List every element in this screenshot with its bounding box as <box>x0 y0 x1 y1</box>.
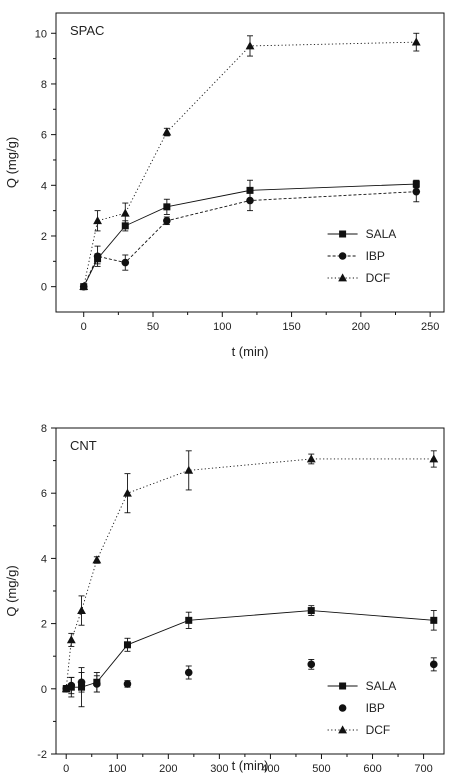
data-point-ibp <box>67 681 76 690</box>
series-line-sala <box>66 610 434 690</box>
data-point-dcf <box>61 684 71 693</box>
x-tick-label: 200 <box>352 321 370 333</box>
y-tick-label: 0 <box>41 282 47 294</box>
x-tick-label: 500 <box>312 763 330 775</box>
x-tick-label: 200 <box>159 763 177 775</box>
data-point-dcf <box>66 635 76 644</box>
legend-marker-ibp <box>338 704 347 712</box>
y-tick-label: 2 <box>41 231 47 243</box>
x-tick-label: 250 <box>421 321 439 333</box>
data-point-dcf <box>120 208 130 217</box>
y-tick-label: 6 <box>41 488 47 500</box>
y-tick-label: 0 <box>41 684 47 696</box>
legend-label-dcf: DCF <box>366 723 391 737</box>
legend-label-ibp: IBP <box>366 701 385 715</box>
y-axis-title: Q (mg/g) <box>4 137 19 188</box>
legend: SALA IBP DCF <box>327 227 397 285</box>
data-point-dcf <box>162 127 172 136</box>
data-point-dcf <box>79 282 89 291</box>
x-tick-label: 0 <box>81 321 87 333</box>
x-tick-label: 600 <box>363 763 381 775</box>
x-tick-label: 100 <box>213 321 231 333</box>
legend-marker-dcf <box>338 725 347 734</box>
legend-marker-sala <box>339 230 347 238</box>
panel-label: SPAC <box>70 23 104 38</box>
data-point-ibp <box>429 660 438 669</box>
data-point-dcf <box>184 465 194 474</box>
legend-label-sala: SALA <box>366 227 397 241</box>
data-point-sala <box>121 222 129 230</box>
plot-frame-spac <box>55 12 445 313</box>
data-point-ibp <box>93 680 101 688</box>
x-tick-label: 700 <box>414 763 432 775</box>
series-ibp <box>62 657 438 695</box>
legend-marker-dcf <box>338 273 347 282</box>
x-axis-title: t (min) <box>232 344 269 359</box>
series-line-ibp <box>83 191 417 287</box>
y-axis-title: Q (mg/g) <box>4 565 19 616</box>
data-point-dcf <box>93 216 102 225</box>
data-point-dcf <box>92 555 102 564</box>
x-tick-label: 100 <box>108 763 126 775</box>
x-tick-label: 0 <box>63 763 69 775</box>
y-tick-label: 2 <box>41 619 47 631</box>
chart-cnt: 0 100 200 300 400 500 600 700 -2 0 2 4 6 8 t (min) Q (m… <box>4 423 445 775</box>
data-point-ibp <box>163 216 171 225</box>
plot-frame-cnt <box>55 427 445 755</box>
data-point-ibp <box>184 668 193 677</box>
legend-label-sala: SALA <box>366 679 397 693</box>
y-tick-label: 10 <box>35 28 47 40</box>
series-dcf <box>79 32 421 291</box>
data-point-dcf <box>429 454 439 463</box>
data-point-ibp <box>123 680 132 688</box>
x-tick-label: 50 <box>147 321 159 333</box>
y-tick-label: 4 <box>41 553 47 565</box>
data-point-sala <box>185 616 193 624</box>
data-point-dcf <box>123 488 132 497</box>
data-point-dcf <box>245 41 255 50</box>
legend-label-dcf: DCF <box>366 271 391 285</box>
data-point-ibp <box>307 660 316 669</box>
data-point-ibp <box>246 196 254 205</box>
series-line-dcf <box>65 458 434 689</box>
y-tick-label: 6 <box>41 130 47 142</box>
data-point-dcf <box>411 37 421 46</box>
data-point-sala <box>163 203 171 211</box>
y-tick-label: 4 <box>41 180 47 192</box>
data-point-ibp <box>77 678 86 687</box>
x-axis-title: t (min) <box>232 758 269 773</box>
data-point-sala <box>123 641 131 649</box>
legend-marker-sala <box>339 682 347 690</box>
legend-label-ibp: IBP <box>366 249 385 263</box>
data-point-sala <box>307 607 315 615</box>
x-tick-label: 150 <box>282 321 300 333</box>
chart-spac: 0 50 100 150 200 250 0 2 4 6 8 10 t (min) Q (mg/g) SPA… <box>4 12 445 359</box>
data-point-sala <box>430 616 438 624</box>
x-tick-label: 300 <box>210 763 228 775</box>
y-tick-label: -2 <box>37 749 47 761</box>
y-tick-label: 8 <box>41 79 47 91</box>
data-point-dcf <box>77 605 86 614</box>
data-point-ibp <box>121 258 130 267</box>
data-point-dcf <box>306 454 316 463</box>
series-dcf <box>61 450 439 693</box>
panel-label: CNT <box>70 438 97 453</box>
y-tick-label: 8 <box>41 423 47 435</box>
x-tick-label: 400 <box>261 763 279 775</box>
legend-marker-ibp <box>338 252 347 260</box>
data-point-ibp <box>412 187 421 196</box>
data-point-ibp <box>93 252 102 261</box>
legend: SALA IBP DCF <box>327 679 397 737</box>
